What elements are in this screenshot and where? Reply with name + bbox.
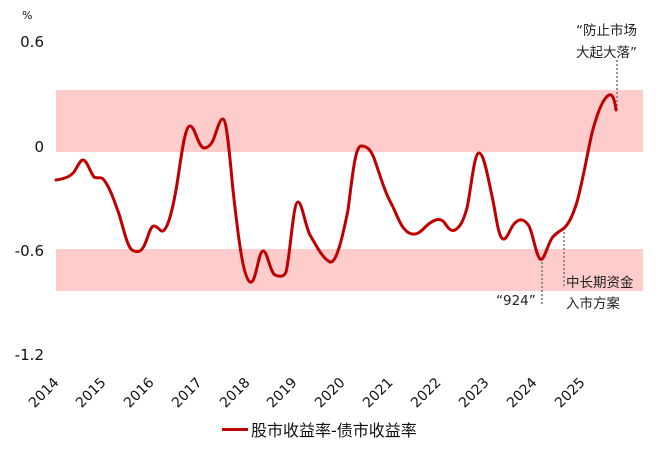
upper-band xyxy=(56,90,643,152)
y-tick-neg0.6: -0.6 xyxy=(14,242,44,260)
y-axis-unit: % xyxy=(22,9,33,22)
y-tick-0: 0 xyxy=(34,138,44,156)
legend: 股市收益率-债市收益率 xyxy=(222,417,417,441)
legend-label: 股市收益率-债市收益率 xyxy=(251,421,417,440)
annotation-924: “924” xyxy=(496,293,536,309)
legend-line-swatch xyxy=(222,427,248,431)
annotation-midlong-line1: 中长期资金 xyxy=(566,275,634,291)
annotation-midlong-line2: 入市方案 xyxy=(566,296,620,312)
annotation-prevent-line2: 大起大落” xyxy=(576,45,637,61)
lower-band xyxy=(56,249,643,291)
y-tick-neg1.2: -1.2 xyxy=(14,346,44,364)
y-tick-0.6: 0.6 xyxy=(20,33,44,51)
annotation-prevent-line1: “防止市场 xyxy=(576,23,637,39)
series-line xyxy=(54,93,618,284)
